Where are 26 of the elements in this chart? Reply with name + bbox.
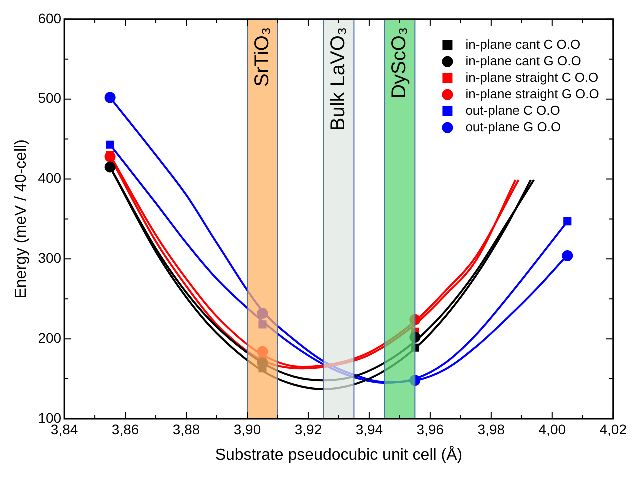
- y-axis-title: Energy (meV / 40-cell): [13, 140, 30, 299]
- legend-label: in-plane cant C O.O: [466, 36, 581, 52]
- legend-label: in-plane straight C O.O: [466, 70, 599, 85]
- y-tick-label: 500: [38, 90, 62, 106]
- x-tick-label: 4,00: [538, 421, 566, 438]
- band-label: SrTiO₃: [251, 27, 274, 88]
- legend-label: in-plane straight G O.O: [466, 86, 600, 102]
- y-tick-label: 400: [38, 170, 62, 186]
- y-tick-label: 300: [38, 250, 62, 266]
- legend-label: out-plane C O.O: [466, 102, 560, 118]
- y-tick-label: 600: [38, 10, 62, 26]
- legend-label: out-plane G O.O: [466, 119, 562, 134]
- band-label: Bulk LaVO₃: [327, 27, 350, 132]
- x-tick-label: 3,94: [356, 421, 384, 438]
- x-tick-label: 3,88: [172, 421, 200, 438]
- legend-label: in-plane cant G O.O: [466, 53, 582, 68]
- x-tick-label: 4,02: [600, 421, 628, 438]
- x-tick-label: 3,92: [294, 421, 322, 438]
- x-axis-title: Substrate pseudocubic unit cell (Å): [215, 446, 463, 464]
- x-tick-label: 3,98: [478, 421, 506, 438]
- x-tick-label: 3,90: [234, 421, 262, 438]
- y-tick-label: 200: [38, 330, 62, 346]
- x-tick-label: 3,96: [416, 421, 444, 438]
- band-label: DyScO₃: [388, 27, 410, 99]
- y-tick-label: 100: [38, 410, 62, 426]
- x-tick-label: 3,86: [112, 421, 140, 438]
